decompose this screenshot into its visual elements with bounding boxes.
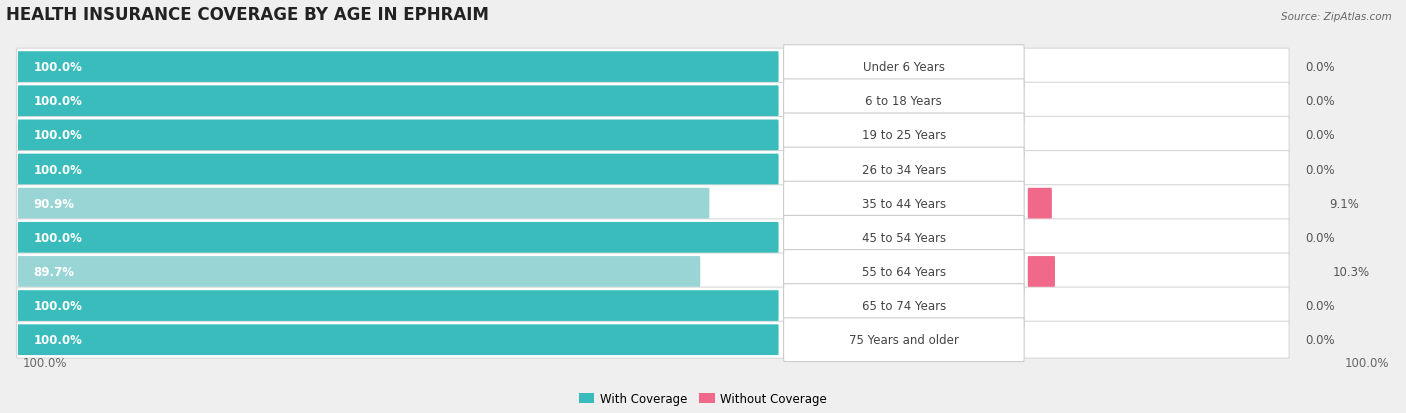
Text: 6 to 18 Years: 6 to 18 Years bbox=[866, 95, 942, 108]
Text: 100.0%: 100.0% bbox=[34, 61, 83, 74]
FancyBboxPatch shape bbox=[17, 321, 1289, 358]
Text: 100.0%: 100.0% bbox=[34, 163, 83, 176]
FancyBboxPatch shape bbox=[783, 148, 1024, 191]
FancyBboxPatch shape bbox=[17, 253, 1289, 290]
FancyBboxPatch shape bbox=[1028, 188, 1052, 219]
Text: 9.1%: 9.1% bbox=[1329, 197, 1360, 210]
Text: 0.0%: 0.0% bbox=[1306, 299, 1336, 312]
FancyBboxPatch shape bbox=[17, 117, 1289, 154]
Text: 100.0%: 100.0% bbox=[34, 95, 83, 108]
Text: 19 to 25 Years: 19 to 25 Years bbox=[862, 129, 946, 142]
Text: 100.0%: 100.0% bbox=[22, 356, 67, 370]
Text: 0.0%: 0.0% bbox=[1306, 61, 1336, 74]
FancyBboxPatch shape bbox=[783, 250, 1024, 294]
Text: 45 to 54 Years: 45 to 54 Years bbox=[862, 231, 946, 244]
Text: 35 to 44 Years: 35 to 44 Years bbox=[862, 197, 946, 210]
FancyBboxPatch shape bbox=[18, 52, 779, 83]
Text: HEALTH INSURANCE COVERAGE BY AGE IN EPHRAIM: HEALTH INSURANCE COVERAGE BY AGE IN EPHR… bbox=[6, 5, 488, 24]
Text: 0.0%: 0.0% bbox=[1306, 129, 1336, 142]
Text: 89.7%: 89.7% bbox=[34, 265, 75, 278]
FancyBboxPatch shape bbox=[17, 185, 1289, 222]
Text: 0.0%: 0.0% bbox=[1306, 231, 1336, 244]
FancyBboxPatch shape bbox=[783, 114, 1024, 157]
FancyBboxPatch shape bbox=[18, 188, 710, 219]
FancyBboxPatch shape bbox=[18, 325, 779, 355]
Text: 26 to 34 Years: 26 to 34 Years bbox=[862, 163, 946, 176]
FancyBboxPatch shape bbox=[18, 256, 700, 287]
FancyBboxPatch shape bbox=[783, 182, 1024, 225]
FancyBboxPatch shape bbox=[18, 86, 779, 117]
FancyBboxPatch shape bbox=[783, 216, 1024, 259]
Text: 75 Years and older: 75 Years and older bbox=[849, 333, 959, 347]
FancyBboxPatch shape bbox=[18, 154, 779, 185]
Text: 100.0%: 100.0% bbox=[34, 129, 83, 142]
FancyBboxPatch shape bbox=[18, 290, 779, 321]
Text: 55 to 64 Years: 55 to 64 Years bbox=[862, 265, 946, 278]
FancyBboxPatch shape bbox=[17, 49, 1289, 86]
Legend: With Coverage, Without Coverage: With Coverage, Without Coverage bbox=[574, 387, 832, 410]
Text: 100.0%: 100.0% bbox=[34, 231, 83, 244]
Text: Source: ZipAtlas.com: Source: ZipAtlas.com bbox=[1281, 12, 1392, 22]
Text: 0.0%: 0.0% bbox=[1306, 163, 1336, 176]
FancyBboxPatch shape bbox=[783, 80, 1024, 123]
FancyBboxPatch shape bbox=[17, 287, 1289, 324]
FancyBboxPatch shape bbox=[17, 83, 1289, 120]
Text: 0.0%: 0.0% bbox=[1306, 95, 1336, 108]
FancyBboxPatch shape bbox=[783, 45, 1024, 89]
Text: 100.0%: 100.0% bbox=[34, 299, 83, 312]
FancyBboxPatch shape bbox=[18, 222, 779, 253]
FancyBboxPatch shape bbox=[18, 120, 779, 151]
Text: 0.0%: 0.0% bbox=[1306, 333, 1336, 347]
Text: 100.0%: 100.0% bbox=[34, 333, 83, 347]
Text: 10.3%: 10.3% bbox=[1333, 265, 1369, 278]
FancyBboxPatch shape bbox=[1028, 256, 1054, 287]
Text: 65 to 74 Years: 65 to 74 Years bbox=[862, 299, 946, 312]
FancyBboxPatch shape bbox=[783, 318, 1024, 362]
FancyBboxPatch shape bbox=[783, 284, 1024, 328]
Text: 90.9%: 90.9% bbox=[34, 197, 75, 210]
FancyBboxPatch shape bbox=[17, 219, 1289, 256]
Text: Under 6 Years: Under 6 Years bbox=[863, 61, 945, 74]
FancyBboxPatch shape bbox=[17, 151, 1289, 188]
Text: 100.0%: 100.0% bbox=[1344, 356, 1389, 370]
